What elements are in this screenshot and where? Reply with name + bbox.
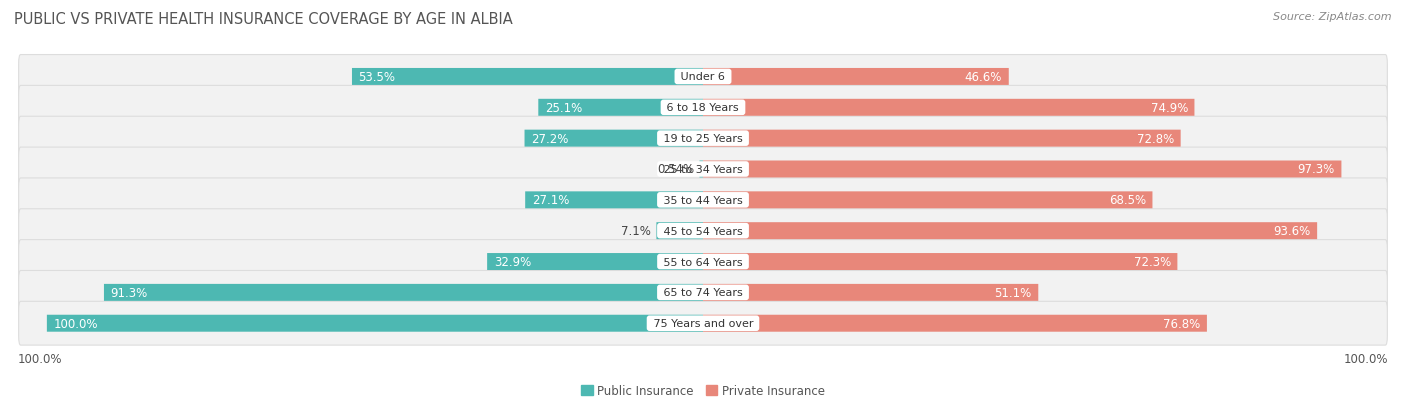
FancyBboxPatch shape: [18, 301, 1388, 345]
FancyBboxPatch shape: [526, 192, 703, 209]
Text: 91.3%: 91.3%: [111, 286, 148, 299]
Text: 74.9%: 74.9%: [1150, 102, 1188, 114]
FancyBboxPatch shape: [703, 161, 1341, 178]
Legend: Public Insurance, Private Insurance: Public Insurance, Private Insurance: [576, 379, 830, 401]
Text: 65 to 74 Years: 65 to 74 Years: [659, 288, 747, 298]
FancyBboxPatch shape: [524, 131, 703, 147]
Text: 25 to 34 Years: 25 to 34 Years: [659, 165, 747, 175]
Text: 75 Years and over: 75 Years and over: [650, 318, 756, 328]
Text: 46.6%: 46.6%: [965, 71, 1002, 84]
Text: 35 to 44 Years: 35 to 44 Years: [659, 195, 747, 205]
FancyBboxPatch shape: [703, 254, 1177, 271]
FancyBboxPatch shape: [18, 178, 1388, 222]
Text: 100.0%: 100.0%: [17, 352, 62, 366]
FancyBboxPatch shape: [352, 69, 703, 86]
FancyBboxPatch shape: [18, 117, 1388, 161]
Text: 45 to 54 Years: 45 to 54 Years: [659, 226, 747, 236]
Text: 0.54%: 0.54%: [657, 163, 695, 176]
Text: Source: ZipAtlas.com: Source: ZipAtlas.com: [1274, 12, 1392, 22]
Text: 93.6%: 93.6%: [1274, 225, 1310, 237]
Text: 72.8%: 72.8%: [1137, 132, 1174, 145]
Text: 72.3%: 72.3%: [1133, 255, 1171, 268]
FancyBboxPatch shape: [18, 86, 1388, 130]
Text: 68.5%: 68.5%: [1109, 194, 1146, 207]
Text: 100.0%: 100.0%: [1344, 352, 1389, 366]
FancyBboxPatch shape: [703, 284, 1038, 301]
Text: 27.1%: 27.1%: [531, 194, 569, 207]
FancyBboxPatch shape: [18, 148, 1388, 191]
Text: 7.1%: 7.1%: [621, 225, 651, 237]
Text: 32.9%: 32.9%: [494, 255, 531, 268]
Text: 19 to 25 Years: 19 to 25 Years: [659, 134, 747, 144]
Text: 76.8%: 76.8%: [1163, 317, 1201, 330]
FancyBboxPatch shape: [657, 223, 703, 240]
FancyBboxPatch shape: [486, 254, 703, 271]
FancyBboxPatch shape: [46, 315, 703, 332]
Text: 97.3%: 97.3%: [1298, 163, 1334, 176]
FancyBboxPatch shape: [699, 161, 703, 178]
Text: PUBLIC VS PRIVATE HEALTH INSURANCE COVERAGE BY AGE IN ALBIA: PUBLIC VS PRIVATE HEALTH INSURANCE COVER…: [14, 12, 513, 27]
Text: Under 6: Under 6: [678, 72, 728, 82]
Text: 27.2%: 27.2%: [531, 132, 568, 145]
FancyBboxPatch shape: [703, 100, 1195, 116]
Text: 53.5%: 53.5%: [359, 71, 395, 84]
FancyBboxPatch shape: [703, 192, 1153, 209]
Text: 55 to 64 Years: 55 to 64 Years: [659, 257, 747, 267]
FancyBboxPatch shape: [18, 55, 1388, 99]
FancyBboxPatch shape: [538, 100, 703, 116]
FancyBboxPatch shape: [104, 284, 703, 301]
Text: 100.0%: 100.0%: [53, 317, 98, 330]
FancyBboxPatch shape: [703, 69, 1008, 86]
FancyBboxPatch shape: [703, 223, 1317, 240]
FancyBboxPatch shape: [703, 315, 1206, 332]
Text: 51.1%: 51.1%: [994, 286, 1032, 299]
Text: 6 to 18 Years: 6 to 18 Years: [664, 103, 742, 113]
FancyBboxPatch shape: [703, 131, 1181, 147]
FancyBboxPatch shape: [18, 271, 1388, 315]
FancyBboxPatch shape: [18, 209, 1388, 253]
Text: 25.1%: 25.1%: [546, 102, 582, 114]
FancyBboxPatch shape: [18, 240, 1388, 284]
